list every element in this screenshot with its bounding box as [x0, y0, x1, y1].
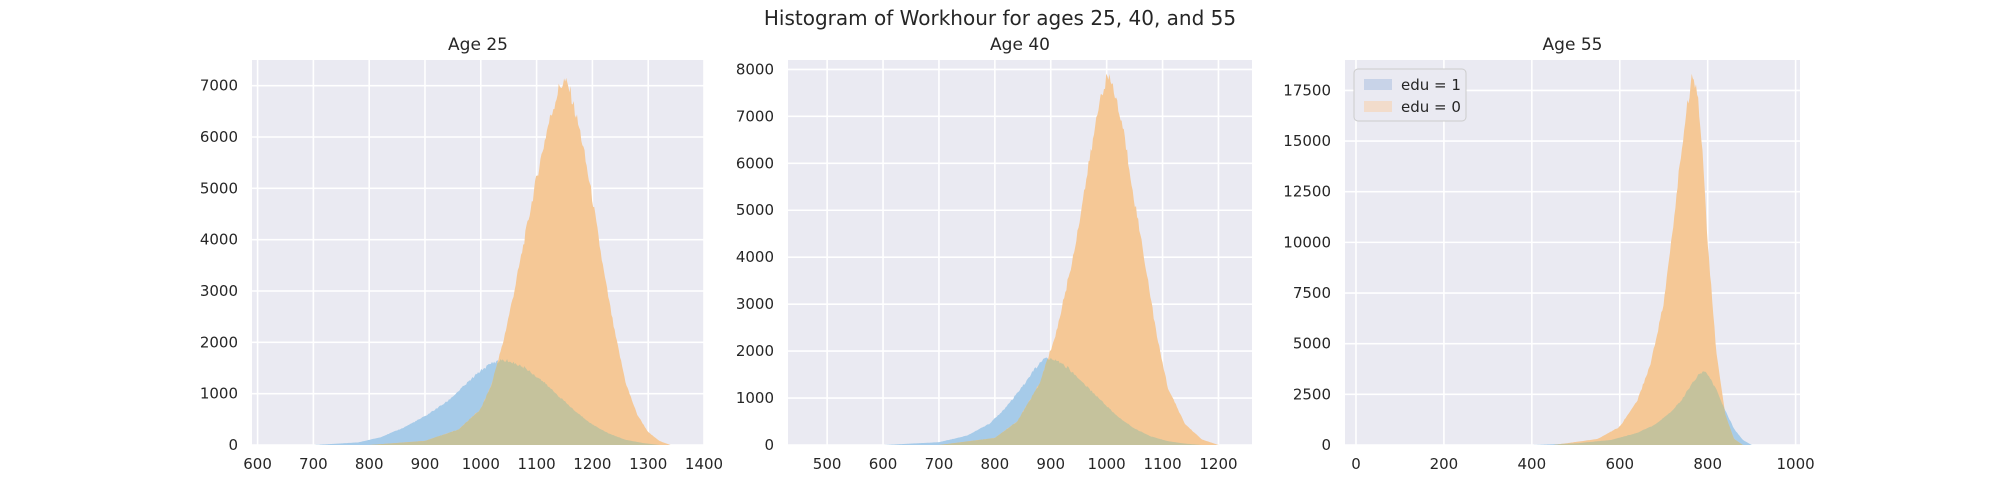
series-overlap	[1345, 371, 1800, 445]
figure-title: Histogram of Workhour for ages 25, 40, a…	[764, 6, 1236, 30]
y-tick-label: 3000	[200, 282, 238, 300]
x-tick-label: 1000	[1088, 455, 1126, 473]
panel-title-age-25: Age 25	[448, 35, 508, 55]
y-tick-label: 10000	[1283, 233, 1331, 251]
legend-swatch-edu-0	[1364, 101, 1392, 112]
y-tick-label: 7500	[1293, 284, 1331, 302]
series-edu-1	[788, 357, 1252, 445]
y-tick-label: 2500	[1293, 385, 1331, 403]
y-tick-label: 5000	[1293, 335, 1331, 353]
x-tick-label: 600	[243, 455, 272, 473]
series-edu-0	[1345, 73, 1800, 445]
x-tick-label: 900	[411, 455, 440, 473]
y-tick-label: 7000	[200, 77, 238, 95]
x-tick-label: 800	[981, 455, 1010, 473]
y-tick-label: 15000	[1283, 132, 1331, 150]
x-tick-label: 700	[925, 455, 954, 473]
panel-background	[1345, 60, 1800, 445]
x-tick-label: 1000	[1777, 455, 1815, 473]
x-tick-label: 1400	[685, 455, 723, 473]
x-tick-label: 500	[813, 455, 842, 473]
panel-age-40: 500 600 700 800 900 1000 1100 1200 0 1000 2000 3000…	[736, 35, 1252, 473]
x-tick-label: 1200	[573, 455, 611, 473]
x-tick-label: 1100	[1143, 455, 1181, 473]
series-edu-0	[788, 73, 1252, 445]
legend-swatch-edu-1	[1364, 79, 1392, 90]
y-tick-label: 6000	[736, 154, 774, 172]
y-tick-label: 6000	[200, 128, 238, 146]
legend-label-edu-1: edu = 1	[1401, 76, 1461, 94]
y-tick-label: 5000	[200, 179, 238, 197]
y-tick-label: 3000	[736, 295, 774, 313]
y-tick-label: 1000	[736, 389, 774, 407]
y-tick-label: 8000	[736, 60, 774, 78]
x-tick-label: 700	[299, 455, 328, 473]
x-tick-label: 200	[1430, 455, 1459, 473]
y-tick-label: 0	[228, 436, 238, 454]
x-tick-label: 900	[1036, 455, 1065, 473]
series-overlap	[252, 359, 704, 445]
y-tick-label: 17500	[1283, 81, 1331, 99]
x-tick-label: 1100	[517, 455, 555, 473]
y-tick-label: 2000	[736, 342, 774, 360]
x-tick-label: 800	[1693, 455, 1722, 473]
y-tick-label: 4000	[200, 231, 238, 249]
x-tick-label: 600	[1605, 455, 1634, 473]
x-tick-label: 600	[869, 455, 898, 473]
panel-title-age-55: Age 55	[1543, 35, 1603, 55]
y-tick-label: 5000	[736, 201, 774, 219]
panel-title-age-40: Age 40	[990, 35, 1050, 55]
y-tick-label: 1000	[200, 385, 238, 403]
y-tick-label: 4000	[736, 248, 774, 266]
y-tick-label: 12500	[1283, 183, 1331, 201]
x-tick-label: 1000	[462, 455, 500, 473]
x-tick-label: 1200	[1199, 455, 1237, 473]
y-tick-label: 2000	[200, 333, 238, 351]
y-tick-label: 0	[764, 436, 774, 454]
x-tick-label: 0	[1351, 455, 1361, 473]
y-tick-label: 0	[1321, 436, 1331, 454]
panel-background	[788, 60, 1252, 445]
y-tick-label: 7000	[736, 107, 774, 125]
series-edu-0	[252, 78, 704, 445]
legend: edu = 1 edu = 0	[1353, 68, 1467, 122]
x-tick-label: 400	[1518, 455, 1547, 473]
legend-label-edu-0: edu = 0	[1401, 98, 1461, 116]
panel-age-25: 600 700 800 900 1000 1100 1200 1300 1400 0 1000 200…	[200, 35, 723, 473]
x-tick-label: 1300	[629, 455, 667, 473]
x-tick-label: 800	[355, 455, 384, 473]
series-overlap	[788, 357, 1252, 445]
